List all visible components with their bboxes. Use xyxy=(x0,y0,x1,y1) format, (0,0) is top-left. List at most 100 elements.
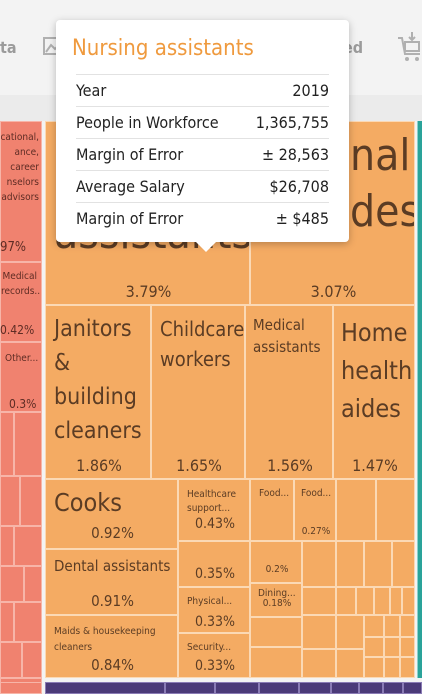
tile-small[interactable] xyxy=(392,541,415,587)
tooltip-row-value: ± 28,563 xyxy=(262,145,329,164)
tile-purple[interactable] xyxy=(299,682,331,694)
tile-small[interactable] xyxy=(402,587,415,615)
tooltip-row-label: Year xyxy=(76,81,107,100)
tile-small[interactable] xyxy=(302,649,336,678)
data-tab-fragment[interactable]: ta xyxy=(0,38,17,57)
tooltip-row-label: People in Workforce xyxy=(76,113,219,132)
tile-small[interactable] xyxy=(336,649,364,678)
tile-small[interactable] xyxy=(356,587,374,615)
tile-small[interactable] xyxy=(364,657,384,678)
tile-physical[interactable]: Physical... 0.33% xyxy=(178,587,250,633)
tile-small[interactable] xyxy=(336,587,356,615)
tile-small[interactable] xyxy=(0,412,14,476)
tile-teal-edge[interactable] xyxy=(417,121,422,678)
tile-pct: 3.07% xyxy=(310,282,357,301)
tile-small[interactable] xyxy=(336,615,364,649)
tile-small[interactable] xyxy=(24,566,42,602)
tile-small[interactable] xyxy=(22,642,42,678)
tile-purple[interactable] xyxy=(331,682,359,694)
tile-small[interactable] xyxy=(250,617,302,647)
tile-medical-records[interactable]: Medical records... xyxy=(0,262,42,342)
tile-label: Security... xyxy=(187,642,232,653)
tile-label: Cooks xyxy=(54,488,122,517)
tile-purple[interactable] xyxy=(165,682,215,694)
tile-label: Dining... xyxy=(258,588,296,599)
tile-label: Medical records... xyxy=(1,271,42,297)
tile-label: des xyxy=(350,186,415,237)
tile-small[interactable] xyxy=(384,615,400,637)
tile-small[interactable] xyxy=(364,615,384,637)
tile-dental-assistants[interactable]: Dental assistants 0.91% xyxy=(45,549,178,615)
tooltip-row-workforce: People in Workforce 1,365,755 xyxy=(76,106,329,139)
tile-small[interactable] xyxy=(336,479,376,541)
tile-childcare[interactable]: Childcare workers 1.65% xyxy=(151,305,245,479)
tile-pct: 3.79% xyxy=(125,282,172,301)
tile-small[interactable] xyxy=(0,642,22,678)
tile-small[interactable] xyxy=(14,412,42,476)
tile-small[interactable] xyxy=(390,587,402,615)
tile-small[interactable] xyxy=(14,602,42,642)
tooltip-row-value: 1,365,755 xyxy=(255,113,329,132)
tile-food-1[interactable]: Food... xyxy=(250,479,294,541)
tile-pct: 0.91% xyxy=(91,592,134,610)
tile-home-health-aides[interactable]: Home health aides 1.47% xyxy=(333,305,415,479)
tile-pct: 0.43% xyxy=(194,516,235,532)
tile-small[interactable] xyxy=(384,637,400,657)
tile-small[interactable] xyxy=(384,657,400,678)
tile-small[interactable] xyxy=(14,526,42,566)
tile-healthcare-support[interactable]: Healthcare support... 0.43% xyxy=(178,479,250,541)
tile-small[interactable] xyxy=(400,615,415,637)
tile-maids[interactable]: Maids & housekeeping cleaners 0.84% xyxy=(45,615,178,678)
tooltip-row-label: Margin of Error xyxy=(76,145,184,164)
tile-cooks[interactable]: Cooks 0.92% xyxy=(45,479,178,549)
tile-small[interactable] xyxy=(0,682,42,694)
tile-pct: 0.18% xyxy=(262,598,292,609)
tile-small[interactable] xyxy=(0,602,14,642)
tooltip: Nursing assistants Year 2019 People in W… xyxy=(56,20,349,252)
tile-035[interactable]: 0.35% xyxy=(178,541,250,587)
tile-small[interactable] xyxy=(0,526,14,566)
tile-small[interactable] xyxy=(0,476,20,526)
tile-pct: 1.65% xyxy=(176,456,222,475)
tile-label: Medical assistants xyxy=(253,316,321,356)
tile-purple[interactable] xyxy=(259,682,299,694)
tile-02[interactable]: 0.2% xyxy=(250,541,302,583)
tile-security[interactable]: Security... 0.33% xyxy=(178,633,250,678)
tile-small[interactable] xyxy=(302,541,336,587)
tile-small[interactable] xyxy=(400,637,415,657)
tile-janitors[interactable]: Janitors & building cleaners 1.86% xyxy=(45,305,151,479)
tile-purple[interactable] xyxy=(383,682,403,694)
cart-icon[interactable] xyxy=(396,30,422,64)
tile-small[interactable] xyxy=(302,587,336,615)
tile-pct: 1.56% xyxy=(267,456,313,475)
tile-small[interactable] xyxy=(374,587,390,615)
tile-small[interactable] xyxy=(376,479,415,541)
tile-purple[interactable] xyxy=(45,682,165,694)
tooltip-row-salary-moe: Margin of Error ± $485 xyxy=(76,202,329,235)
tile-purple[interactable] xyxy=(359,682,383,694)
tile-counselors[interactable]: cational, ance, career nselors advisors xyxy=(0,121,42,262)
tooltip-row-year: Year 2019 xyxy=(76,74,329,107)
tile-purple[interactable] xyxy=(215,682,259,694)
tile-purple[interactable] xyxy=(403,682,422,694)
tile-small[interactable] xyxy=(336,541,364,587)
tile-label: nal xyxy=(350,130,411,181)
tile-food-2[interactable]: Food... 0.27% xyxy=(294,479,336,541)
tile-small[interactable] xyxy=(364,637,384,657)
tooltip-row-value: ± $485 xyxy=(275,209,329,228)
tile-small[interactable] xyxy=(400,657,415,678)
tile-small[interactable] xyxy=(0,566,24,602)
tile-other[interactable]: Other... 0.3% xyxy=(0,342,42,412)
tooltip-row-value: $26,708 xyxy=(269,177,329,196)
tile-medical-assistants[interactable]: Medical assistants 1.56% xyxy=(245,305,333,479)
tile-pct: 0.2% xyxy=(265,564,289,575)
tile-small[interactable] xyxy=(302,615,336,649)
tile-small[interactable] xyxy=(250,647,302,678)
tile-dining[interactable]: Dining... 0.18% xyxy=(250,583,302,617)
tile-pct: 1.86% xyxy=(76,456,122,475)
tile-small[interactable] xyxy=(364,541,392,587)
tile-pct: 0.92% xyxy=(91,524,134,542)
tile-label: Maids & housekeeping cleaners xyxy=(54,626,156,653)
tile-small[interactable] xyxy=(20,476,42,526)
tile-label: Janitors & building cleaners xyxy=(54,316,142,444)
